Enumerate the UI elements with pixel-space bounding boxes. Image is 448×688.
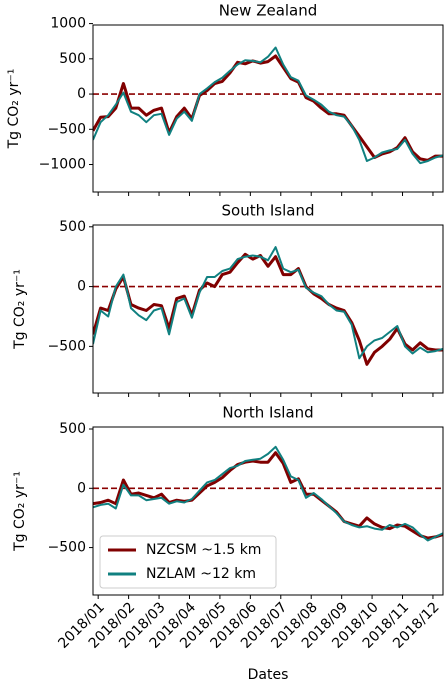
- y-tick-label: 1000: [50, 16, 86, 32]
- series-line: [93, 54, 443, 162]
- y-tick-label: −500: [48, 540, 86, 556]
- y-tick-label: −500: [48, 338, 86, 354]
- y-tick-label: 0: [77, 279, 86, 295]
- y-tick-label: 500: [59, 219, 86, 235]
- plot-frame: [92, 426, 444, 596]
- y-tick-label: 0: [77, 86, 86, 102]
- chart-title: South Island: [222, 202, 315, 220]
- y-tick-label: 500: [59, 51, 86, 67]
- plot-frame: [92, 224, 444, 394]
- y-tick-label: −500: [48, 121, 86, 137]
- y-axis-label: Tg CO₂ yr⁻¹: [12, 471, 28, 552]
- chart-title: New Zealand: [219, 2, 318, 20]
- plot-frame: [92, 24, 444, 193]
- series-line: [93, 246, 443, 360]
- series-line: [93, 445, 443, 542]
- series-line: [93, 252, 443, 366]
- chart-title: North Island: [222, 404, 313, 422]
- legend-label: NZCSM ~1.5 km: [146, 542, 261, 558]
- y-axis-label: Tg CO₂ yr⁻¹: [12, 269, 28, 350]
- y-tick-label: −1000: [39, 157, 86, 173]
- x-axis-label: Dates: [248, 667, 289, 683]
- legend-label: NZLAM ~12 km: [146, 566, 256, 582]
- series-line: [93, 46, 443, 165]
- y-tick-label: 0: [77, 480, 86, 496]
- y-axis-label: Tg CO₂ yr⁻¹: [6, 69, 22, 150]
- legend-box: [99, 535, 277, 589]
- y-tick-label: 500: [59, 421, 86, 437]
